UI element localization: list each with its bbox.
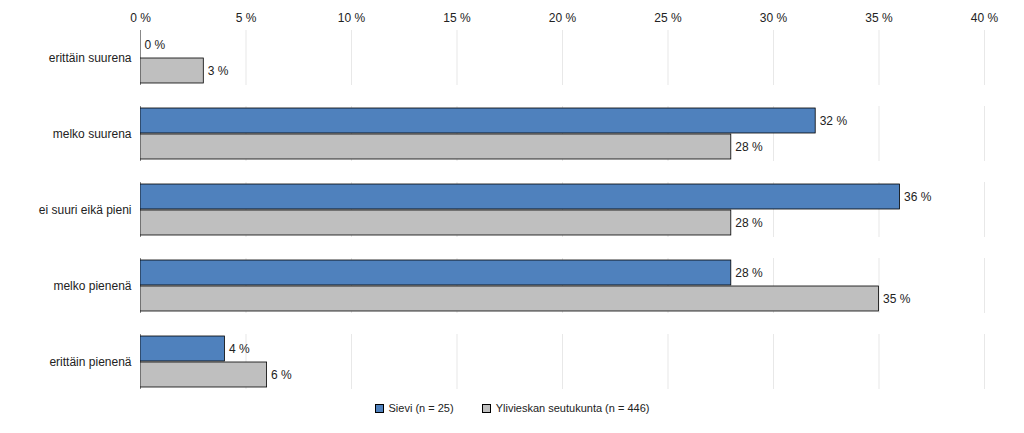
svg-text:erittäin suurena: erittäin suurena bbox=[49, 51, 132, 65]
svg-text:35 %: 35 % bbox=[865, 11, 893, 25]
svg-text:5 %: 5 % bbox=[236, 11, 257, 25]
svg-text:20 %: 20 % bbox=[549, 11, 577, 25]
svg-text:28 %: 28 % bbox=[735, 140, 763, 154]
svg-text:10 %: 10 % bbox=[338, 11, 366, 25]
svg-text:36 %: 36 % bbox=[904, 190, 932, 204]
html-text:Ylivieskan seutukunta (n = 446: Ylivieskan seutukunta (n = 446) bbox=[495, 402, 650, 414]
svg-text:melko pienenä: melko pienenä bbox=[53, 279, 131, 293]
svg-text:30 %: 30 % bbox=[760, 11, 788, 25]
svg-text:ei suuri eikä pieni: ei suuri eikä pieni bbox=[39, 203, 132, 217]
svg-text:28 %: 28 % bbox=[735, 216, 763, 230]
svg-text:erittäin pienenä: erittäin pienenä bbox=[49, 355, 131, 369]
svg-text:28 %: 28 % bbox=[735, 266, 763, 280]
svg-text:15 %: 15 % bbox=[443, 11, 471, 25]
svg-text:melko suurena: melko suurena bbox=[53, 127, 132, 141]
svg-text:25 %: 25 % bbox=[654, 11, 682, 25]
svg-text:35 %: 35 % bbox=[883, 292, 911, 306]
svg-text:40 %: 40 % bbox=[971, 11, 999, 25]
svg-text:32 %: 32 % bbox=[820, 114, 848, 128]
svg-text:3 %: 3 % bbox=[208, 64, 229, 78]
svg-text:6 %: 6 % bbox=[271, 368, 292, 382]
svg-text:0 %: 0 % bbox=[130, 11, 151, 25]
svg-text:0 %: 0 % bbox=[145, 38, 166, 52]
html-text:Sievi (n = 25): Sievi (n = 25) bbox=[388, 402, 454, 414]
svg-text:4 %: 4 % bbox=[229, 342, 250, 356]
